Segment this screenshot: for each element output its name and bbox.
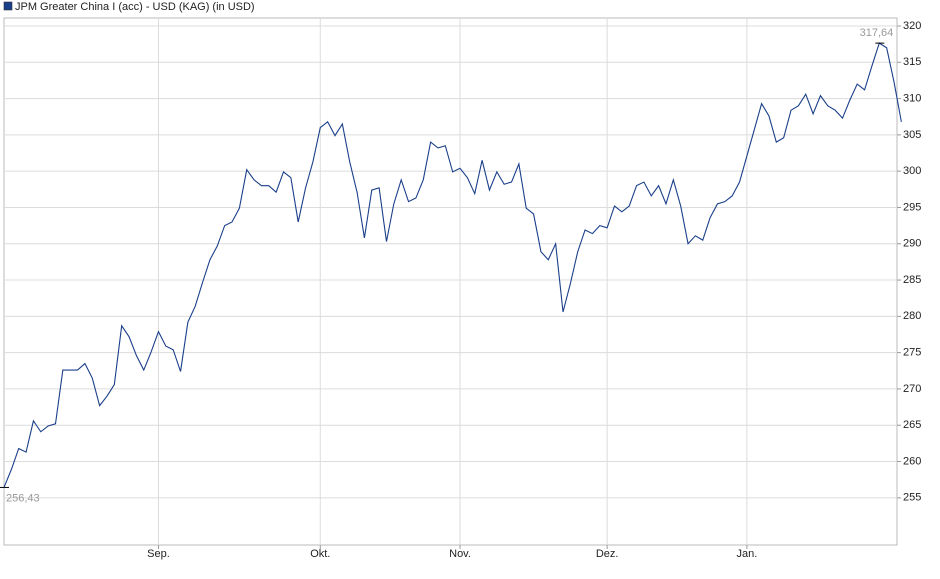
plot-frame bbox=[3, 17, 898, 546]
y-tick-label: 255 bbox=[903, 492, 921, 504]
y-tick-label: 280 bbox=[903, 310, 921, 322]
y-tick-label: 270 bbox=[903, 383, 921, 395]
y-tick-label: 290 bbox=[903, 238, 921, 250]
y-tick-label: 295 bbox=[903, 201, 921, 213]
legend-swatch bbox=[3, 1, 13, 11]
y-tick-label: 315 bbox=[903, 56, 921, 68]
line-series bbox=[3, 42, 902, 488]
value-label: 317,64 bbox=[860, 27, 894, 39]
y-tick-label: 310 bbox=[903, 92, 921, 104]
y-tick-label: 320 bbox=[903, 20, 921, 32]
x-tick-label: Dez. bbox=[596, 548, 619, 560]
y-tick-label: 300 bbox=[903, 165, 921, 177]
y-tick-label: 275 bbox=[903, 347, 921, 359]
y-tick-label: 285 bbox=[903, 274, 921, 286]
legend-label: JPM Greater China I (acc) - USD (KAG) (i… bbox=[15, 1, 255, 13]
x-tick-label: Okt. bbox=[310, 548, 330, 560]
x-tick-label: Jan. bbox=[736, 548, 757, 560]
y-tick-label: 305 bbox=[903, 129, 921, 141]
x-tick-label: Nov. bbox=[449, 548, 471, 560]
value-label: 256,43 bbox=[6, 492, 40, 504]
x-tick-label: Sep. bbox=[147, 548, 170, 560]
y-tick-label: 260 bbox=[903, 455, 921, 467]
y-tick-label: 265 bbox=[903, 419, 921, 431]
